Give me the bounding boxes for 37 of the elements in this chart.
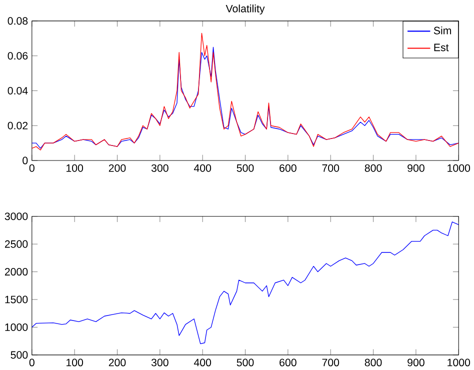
x-tick-label: 700 <box>322 358 340 366</box>
y-tick-label: 2000 <box>4 268 28 276</box>
y-tick-label: 500 <box>10 351 28 359</box>
x-tick-label: 200 <box>108 358 126 366</box>
x-tick-label: 0 <box>29 164 34 172</box>
y-tick-label: 2500 <box>4 240 28 248</box>
x-tick-label: 1000 <box>448 358 470 366</box>
x-tick-label: 800 <box>364 164 382 172</box>
y-tick-label: 1000 <box>5 324 28 332</box>
x-tick-label: 900 <box>408 164 424 172</box>
y-tick-label: 0.02 <box>8 122 28 130</box>
line-series <box>32 222 459 344</box>
y-tick-label: 3000 <box>4 212 28 220</box>
x-tick-label: 500 <box>236 164 254 172</box>
chart-title: Volatility <box>226 4 265 15</box>
y-tick-label: 0 <box>22 156 28 164</box>
x-tick-label: 600 <box>280 358 296 366</box>
x-tick-label: 900 <box>408 358 424 366</box>
x-tick-label: 500 <box>236 358 254 366</box>
x-tick-label: 0 <box>29 358 34 366</box>
x-tick-label: 100 <box>66 164 84 172</box>
y-tick-label: 0.06 <box>8 52 28 60</box>
x-tick-label: 600 <box>280 164 296 172</box>
legend-label: Est <box>434 44 449 52</box>
x-tick-label: 400 <box>194 164 212 172</box>
x-tick-label: 300 <box>151 164 168 172</box>
x-tick-label: 1000 <box>448 164 470 172</box>
x-tick-label: 700 <box>322 164 340 172</box>
x-tick-label: 400 <box>194 358 212 366</box>
x-tick-label: 300 <box>151 358 168 366</box>
x-tick-label: 200 <box>108 164 126 172</box>
x-tick-label: 100 <box>66 358 84 366</box>
y-tick-label: 0.08 <box>8 17 28 25</box>
x-tick-label: 800 <box>364 358 382 366</box>
y-tick-label: 0.04 <box>8 87 28 95</box>
y-tick-label: 1500 <box>5 296 28 304</box>
legend-label: Sim <box>434 26 452 34</box>
